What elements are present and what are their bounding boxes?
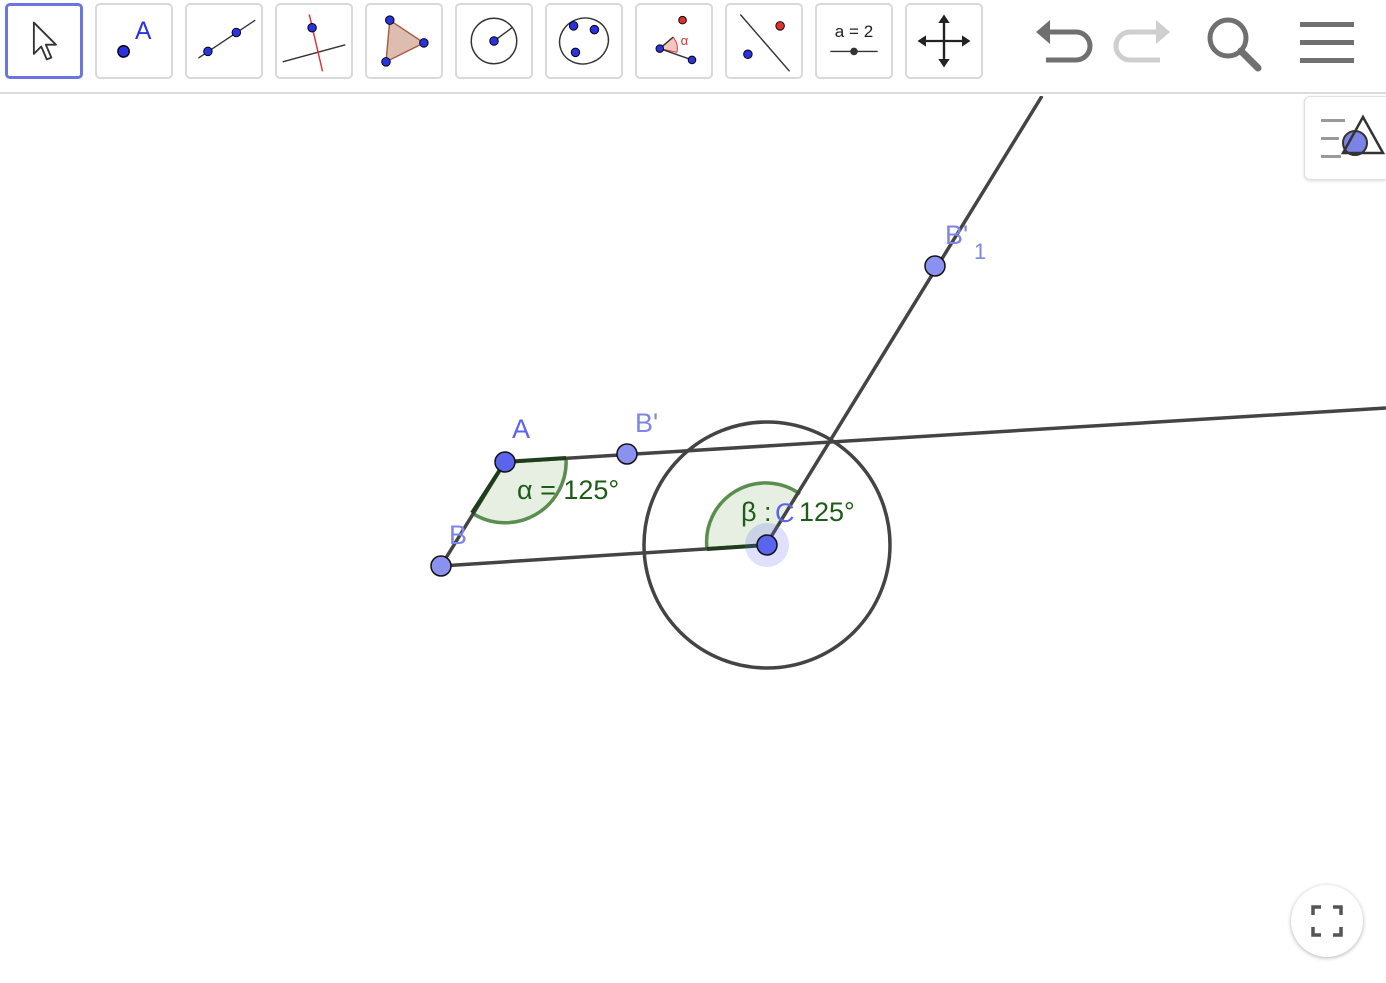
- tool-move[interactable]: [5, 3, 83, 79]
- svg-text:A: A: [135, 18, 152, 45]
- toolbar: A: [0, 0, 1386, 94]
- fullscreen-icon: [1311, 905, 1343, 937]
- search-icon: [1207, 17, 1262, 72]
- move-view-icon: [917, 14, 971, 68]
- label-point-a: A: [512, 414, 531, 444]
- tool-polygon[interactable]: [365, 3, 443, 79]
- polygon-icon: [381, 15, 429, 67]
- label-point-c: C: [775, 498, 795, 528]
- circle-center-icon: [470, 17, 518, 65]
- algebra-shapes-icon: [1321, 114, 1386, 158]
- reflect-icon: [739, 14, 791, 72]
- tool-perpendicular-line[interactable]: [275, 3, 353, 79]
- hamburger-menu-icon: [1300, 22, 1354, 63]
- point-b[interactable]: [430, 555, 452, 577]
- graphics-view[interactable]: A B' B B' 1 α = 125° β : C 125°: [0, 96, 1386, 983]
- label-point-b-prime-1-subscript: 1: [974, 239, 987, 264]
- angle-alpha-sector[interactable]: [472, 458, 567, 523]
- point-b-prime-1[interactable]: [924, 255, 946, 277]
- svg-text:a = 2: a = 2: [835, 22, 873, 41]
- angle-beta-sector[interactable]: [706, 482, 800, 549]
- svg-text:α: α: [681, 33, 689, 48]
- perpendicular-line-icon: [282, 14, 346, 72]
- label-point-b-prime: B': [635, 408, 659, 438]
- redo-icon: [1113, 20, 1170, 63]
- ray-ab-prime[interactable]: [504, 406, 1386, 464]
- angle-alpha-arc: [471, 457, 568, 525]
- circle-c[interactable]: [642, 420, 892, 670]
- slider-icon: a = 2: [830, 22, 878, 56]
- angle-icon: α: [655, 15, 697, 65]
- menu-button[interactable]: [1292, 10, 1362, 74]
- tool-slider[interactable]: a = 2: [815, 3, 893, 79]
- label-angle-beta-name: β :: [741, 497, 772, 527]
- angle-beta-leg: [706, 543, 767, 551]
- angle-beta-arc: [704, 481, 802, 550]
- segment-icon: [198, 19, 256, 59]
- undo-icon: [1036, 20, 1093, 63]
- tool-reflect-about-line[interactable]: [725, 3, 803, 79]
- undo-button[interactable]: [1030, 10, 1100, 74]
- algebra-view-toggle[interactable]: [1304, 96, 1386, 180]
- tool-point[interactable]: A: [95, 3, 173, 79]
- label-angle-beta-value: 125°: [799, 497, 855, 527]
- tool-circle-three-points[interactable]: [545, 3, 623, 79]
- tool-move-graphics-view[interactable]: [905, 3, 983, 79]
- point-icon: A: [117, 18, 152, 58]
- point-c[interactable]: [756, 534, 778, 556]
- construction-svg: [430, 96, 1386, 670]
- label-point-b: B: [449, 520, 468, 550]
- ray-c-b-prime-1[interactable]: [764, 96, 1044, 546]
- tool-segment[interactable]: [185, 3, 263, 79]
- circle-three-points-icon: [558, 17, 610, 65]
- point-b-prime[interactable]: [616, 443, 638, 465]
- label-point-b-prime-1: B': [945, 220, 969, 250]
- redo-button[interactable]: [1106, 10, 1176, 74]
- fullscreen-button[interactable]: [1291, 885, 1363, 957]
- search-button[interactable]: [1198, 10, 1268, 74]
- tool-angle[interactable]: α: [635, 3, 713, 79]
- label-angle-alpha: α = 125°: [517, 475, 620, 505]
- point-a[interactable]: [494, 451, 516, 473]
- arrow-cursor-icon: [32, 21, 57, 61]
- tool-circle-center-point[interactable]: [455, 3, 533, 79]
